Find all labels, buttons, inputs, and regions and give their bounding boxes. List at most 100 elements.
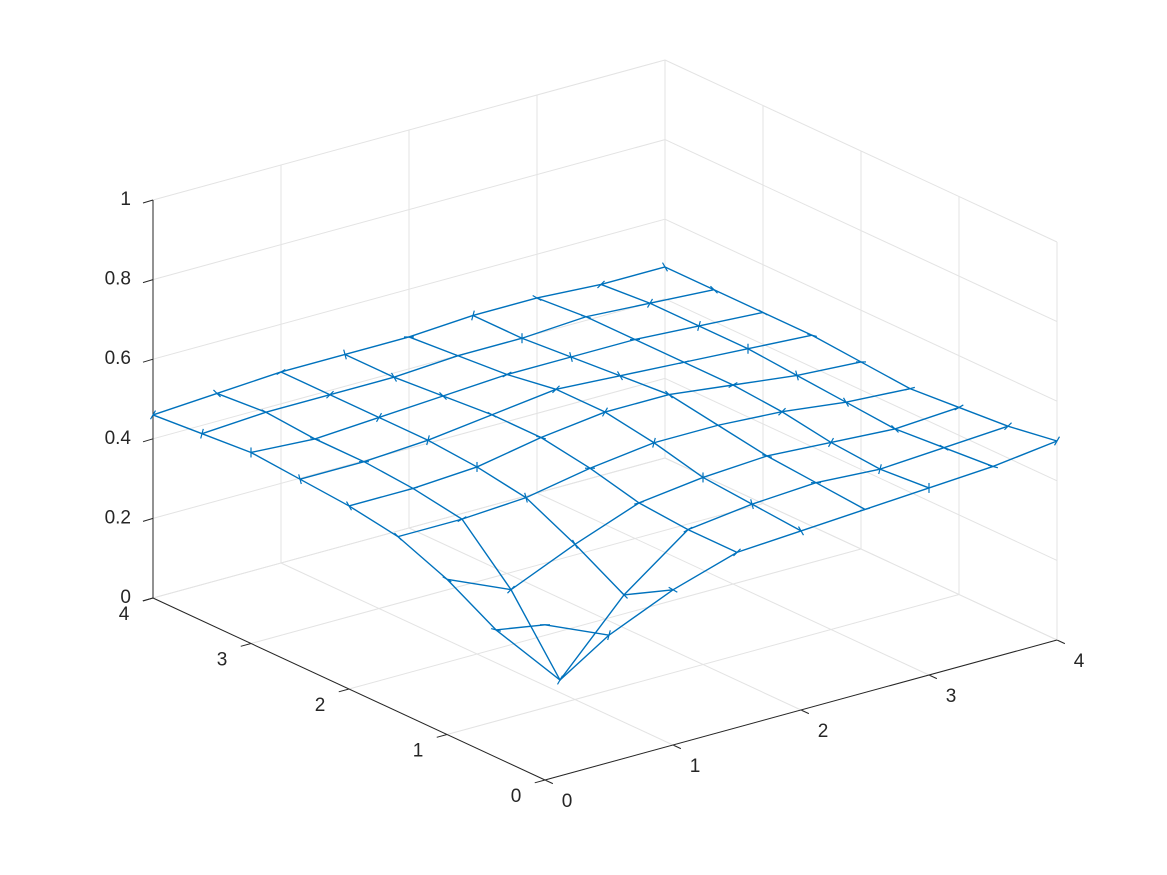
x-tick-label: 3 [946,686,957,707]
surface-point [408,486,418,491]
grid-line [152,139,666,281]
surface-row [250,311,764,454]
z-tick-label: 1 [120,189,131,210]
surface-point [601,407,609,417]
grid-line [664,59,1058,243]
surface-point [842,397,850,407]
surface-point [616,371,624,381]
z-tick-label: 0.4 [105,428,132,449]
grid-line [152,59,666,201]
grid-line [664,139,1058,323]
y-tick-label: 1 [413,741,424,762]
surface-row [299,334,813,480]
y-tick [436,734,448,738]
x-tick-label: 1 [690,756,701,777]
surface-point [728,381,738,389]
surface-point [697,320,701,331]
z-tick-label: 0.2 [105,507,131,528]
x-tick-label: 0 [562,791,573,812]
surface-point [487,411,497,418]
x-tick-label: 4 [1074,651,1085,672]
surface-point [343,349,347,360]
surface-column [152,414,546,631]
grid-line [152,457,666,599]
surface-point [988,464,998,469]
surface-point [556,675,564,685]
z-tick-label: 0.8 [105,269,131,290]
surface-point [807,333,817,338]
surface-point [502,371,512,378]
surface-point [507,585,515,594]
surface-point [710,285,718,294]
z-tick [142,517,154,522]
surface-point [457,516,467,523]
z-tick [142,279,154,284]
surface-point [607,630,611,641]
surface-point [795,370,799,381]
grid-line [152,377,666,519]
surface-column [536,297,930,489]
z-tick [142,438,154,443]
surface-point [571,539,579,549]
surface-point [939,444,949,451]
z-tick [142,358,154,363]
surface-point [1004,422,1012,431]
surface-row [201,289,715,435]
surface-point [646,298,654,308]
x-tick-label: 2 [818,721,829,742]
surface-point [679,360,689,365]
surface-point [713,422,723,429]
surface-point [597,280,605,289]
surface-point [390,372,398,382]
z-tick-label: 0 [120,587,131,608]
grid-line [446,594,960,735]
surface-point [298,474,302,485]
surface-point [149,410,157,420]
surface-point [758,309,768,316]
surface-point [200,428,204,439]
surface-point [261,409,271,416]
x-tick [800,709,810,715]
grid-line [152,298,666,440]
surface-point [750,499,754,510]
x-tick [544,779,554,785]
grid-line [152,218,666,360]
surface-point [442,576,452,583]
grid-line [664,218,1058,402]
y-tick [240,643,252,647]
surface-point [213,389,221,398]
surface-point [661,262,669,272]
x-axis [544,639,1058,781]
y-tick-label: 0 [511,786,522,807]
surface-point [532,294,542,301]
surface-column [280,371,674,596]
surface-point [797,526,805,536]
surface-point [733,548,741,557]
z-tick [142,597,154,602]
surface-point [326,390,334,399]
surface-point [569,352,573,362]
surface-point [394,532,402,541]
z-tick-label: 0.6 [105,348,131,369]
surface-point [905,386,915,391]
surface-point [524,492,528,503]
surface-column [408,336,802,532]
surface-row [397,387,911,538]
surface-point [683,526,693,533]
surface-point [491,628,501,632]
surface-row [495,425,1009,682]
grid-line [664,298,1058,482]
surface-point [778,407,786,416]
x-tick [928,674,938,680]
surface-point [954,404,964,411]
surface-point [762,454,772,458]
grid-line [664,377,1058,561]
z-tick [142,199,154,204]
surface-point [375,412,383,423]
surface-point [345,501,353,511]
y-tick [534,779,546,784]
surface-point [471,310,475,321]
y-tick-label: 3 [217,650,228,671]
